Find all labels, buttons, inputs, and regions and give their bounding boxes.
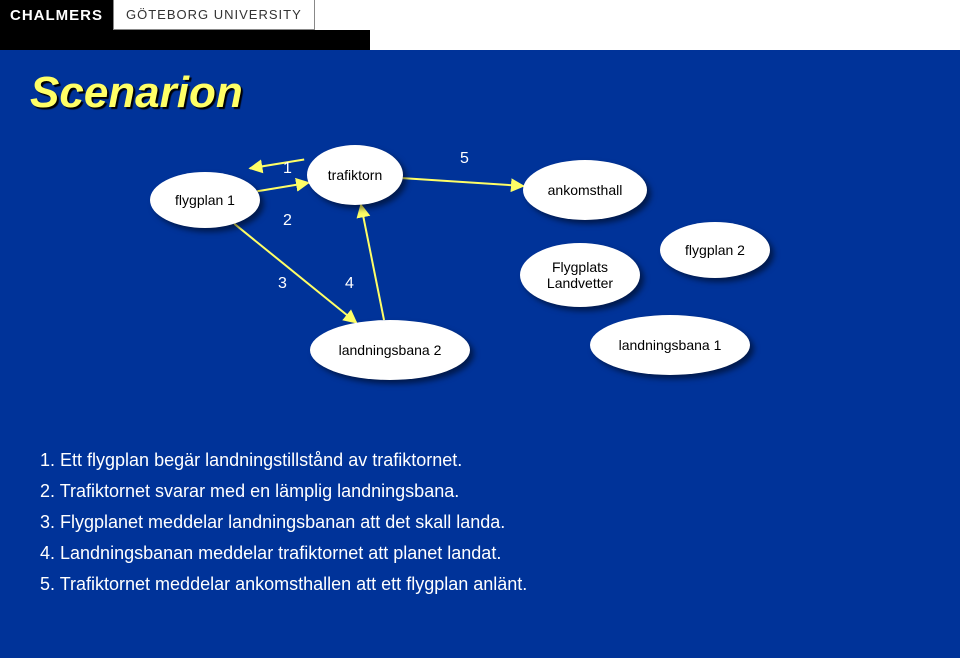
slide-title: Scenarion [30,68,243,118]
scenario-list: 1. Ett flygplan begär landningstillstånd… [40,450,527,605]
node-ankomsthall: ankomsthall [523,160,647,220]
list-item: 2. Trafiktornet svarar med en lämplig la… [40,481,527,502]
header-bar: CHALMERS GÖTEBORG UNIVERSITY [0,0,315,30]
list-item: 4. Landningsbanan meddelar trafiktornet … [40,543,527,564]
edge-label-2: 2 [283,212,292,230]
edge-trafiktorn-ankomsthall [403,178,524,186]
chalmers-logo: CHALMERS [0,0,113,30]
node-lb2: landningsbana 2 [310,320,470,380]
edge-label-3: 3 [278,275,287,293]
edge-label-5: 5 [460,150,469,168]
node-flygplan1: flygplan 1 [150,172,260,228]
list-item: 3. Flygplanet meddelar landningsbanan at… [40,512,527,533]
edge-lb2-trafiktorn [361,205,384,320]
node-flygplats: FlygplatsLandvetter [520,243,640,307]
node-lb1: landningsbana 1 [590,315,750,375]
list-item: 5. Trafiktornet meddelar ankomsthallen a… [40,574,527,595]
edge-flygplan1-trafiktorn [257,183,308,192]
node-flygplan2: flygplan 2 [660,222,770,278]
edge-label-4: 4 [345,275,354,293]
slide-body: Scenarion flygplan 1 trafiktorn ankomsthal… [0,50,960,658]
edge-trafiktorn-flygplan1 [250,160,304,169]
diagram-edges [0,120,960,420]
edge-label-1: 1 [283,160,292,178]
diagram: flygplan 1 trafiktorn ankomsthallflygplan … [0,120,960,420]
edge-flygplan1-lb2 [234,224,356,323]
list-item: 1. Ett flygplan begär landningstillstånd… [40,450,527,471]
gu-logo: GÖTEBORG UNIVERSITY [113,0,315,30]
node-trafiktorn: trafiktorn [307,145,403,205]
header-strip [0,30,370,50]
